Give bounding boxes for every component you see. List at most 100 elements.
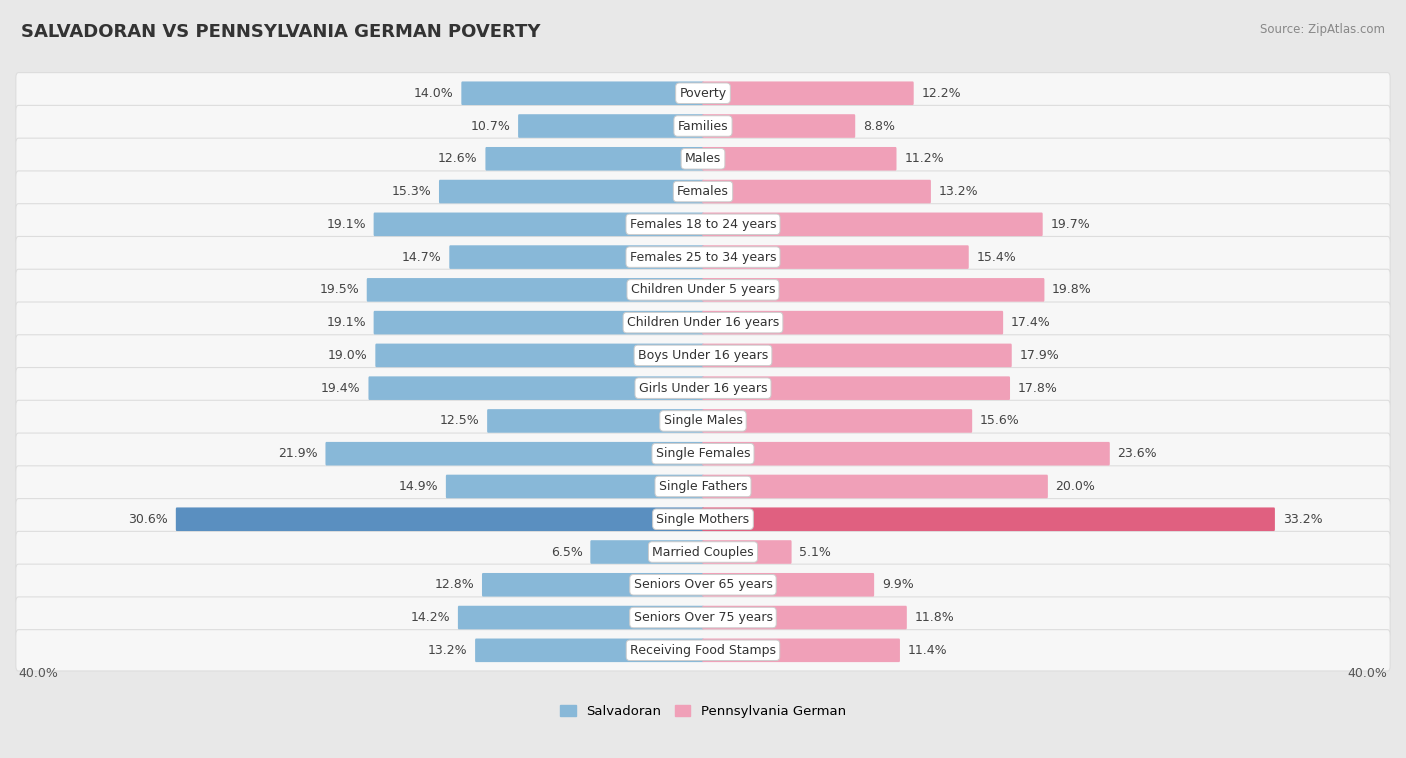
FancyBboxPatch shape xyxy=(15,400,1391,442)
Text: 15.3%: 15.3% xyxy=(391,185,432,198)
Text: Poverty: Poverty xyxy=(679,86,727,100)
Text: 19.1%: 19.1% xyxy=(326,316,366,329)
FancyBboxPatch shape xyxy=(702,377,1010,400)
Text: 19.8%: 19.8% xyxy=(1052,283,1092,296)
FancyBboxPatch shape xyxy=(367,278,704,302)
Text: 17.4%: 17.4% xyxy=(1011,316,1050,329)
Text: 5.1%: 5.1% xyxy=(800,546,831,559)
Text: 14.9%: 14.9% xyxy=(398,480,439,493)
FancyBboxPatch shape xyxy=(702,507,1275,531)
FancyBboxPatch shape xyxy=(368,377,704,400)
FancyBboxPatch shape xyxy=(702,147,897,171)
Text: Families: Families xyxy=(678,120,728,133)
FancyBboxPatch shape xyxy=(517,114,704,138)
FancyBboxPatch shape xyxy=(702,212,1043,236)
FancyBboxPatch shape xyxy=(591,540,704,564)
Text: 12.6%: 12.6% xyxy=(439,152,478,165)
Text: Females: Females xyxy=(678,185,728,198)
Text: 19.4%: 19.4% xyxy=(321,382,361,395)
FancyBboxPatch shape xyxy=(702,409,972,433)
FancyBboxPatch shape xyxy=(15,597,1391,638)
FancyBboxPatch shape xyxy=(702,540,792,564)
Text: 33.2%: 33.2% xyxy=(1282,512,1322,526)
Text: 17.8%: 17.8% xyxy=(1018,382,1057,395)
FancyBboxPatch shape xyxy=(702,638,900,662)
Text: 14.0%: 14.0% xyxy=(413,86,454,100)
Text: Source: ZipAtlas.com: Source: ZipAtlas.com xyxy=(1260,23,1385,36)
Text: Boys Under 16 years: Boys Under 16 years xyxy=(638,349,768,362)
Text: 21.9%: 21.9% xyxy=(278,447,318,460)
Text: Children Under 5 years: Children Under 5 years xyxy=(631,283,775,296)
Text: 12.5%: 12.5% xyxy=(440,415,479,428)
Text: Females 18 to 24 years: Females 18 to 24 years xyxy=(630,218,776,231)
Text: Girls Under 16 years: Girls Under 16 years xyxy=(638,382,768,395)
FancyBboxPatch shape xyxy=(15,269,1391,311)
Text: Single Females: Single Females xyxy=(655,447,751,460)
FancyBboxPatch shape xyxy=(482,573,704,597)
Text: Females 25 to 34 years: Females 25 to 34 years xyxy=(630,251,776,264)
Text: 15.4%: 15.4% xyxy=(977,251,1017,264)
FancyBboxPatch shape xyxy=(446,475,704,498)
Text: 40.0%: 40.0% xyxy=(1348,667,1388,681)
FancyBboxPatch shape xyxy=(450,246,704,269)
FancyBboxPatch shape xyxy=(15,531,1391,572)
FancyBboxPatch shape xyxy=(15,564,1391,606)
Text: Single Males: Single Males xyxy=(664,415,742,428)
FancyBboxPatch shape xyxy=(702,81,914,105)
Text: Males: Males xyxy=(685,152,721,165)
Text: Single Fathers: Single Fathers xyxy=(659,480,747,493)
Legend: Salvadoran, Pennsylvania German: Salvadoran, Pennsylvania German xyxy=(555,700,851,723)
FancyBboxPatch shape xyxy=(15,138,1391,180)
Text: 19.5%: 19.5% xyxy=(319,283,359,296)
Text: 23.6%: 23.6% xyxy=(1118,447,1157,460)
Text: 9.9%: 9.9% xyxy=(882,578,914,591)
FancyBboxPatch shape xyxy=(15,630,1391,671)
Text: 13.2%: 13.2% xyxy=(939,185,979,198)
Text: 11.8%: 11.8% xyxy=(914,611,955,624)
FancyBboxPatch shape xyxy=(702,246,969,269)
Text: 40.0%: 40.0% xyxy=(18,667,58,681)
Text: 20.0%: 20.0% xyxy=(1056,480,1095,493)
FancyBboxPatch shape xyxy=(15,236,1391,277)
Text: 12.8%: 12.8% xyxy=(434,578,474,591)
FancyBboxPatch shape xyxy=(15,499,1391,540)
FancyBboxPatch shape xyxy=(15,171,1391,212)
FancyBboxPatch shape xyxy=(702,573,875,597)
Text: 8.8%: 8.8% xyxy=(863,120,896,133)
FancyBboxPatch shape xyxy=(15,335,1391,376)
FancyBboxPatch shape xyxy=(375,343,704,367)
FancyBboxPatch shape xyxy=(176,507,704,531)
FancyBboxPatch shape xyxy=(486,409,704,433)
Text: Married Couples: Married Couples xyxy=(652,546,754,559)
Text: 19.7%: 19.7% xyxy=(1050,218,1090,231)
FancyBboxPatch shape xyxy=(15,466,1391,507)
Text: Seniors Over 65 years: Seniors Over 65 years xyxy=(634,578,772,591)
FancyBboxPatch shape xyxy=(374,212,704,236)
Text: 12.2%: 12.2% xyxy=(921,86,962,100)
Text: Seniors Over 75 years: Seniors Over 75 years xyxy=(634,611,772,624)
FancyBboxPatch shape xyxy=(15,433,1391,475)
FancyBboxPatch shape xyxy=(702,180,931,203)
FancyBboxPatch shape xyxy=(702,311,1002,334)
FancyBboxPatch shape xyxy=(702,475,1047,498)
FancyBboxPatch shape xyxy=(702,442,1109,465)
FancyBboxPatch shape xyxy=(15,73,1391,114)
Text: 13.2%: 13.2% xyxy=(427,644,467,657)
Text: 19.1%: 19.1% xyxy=(326,218,366,231)
Text: Receiving Food Stamps: Receiving Food Stamps xyxy=(630,644,776,657)
Text: SALVADORAN VS PENNSYLVANIA GERMAN POVERTY: SALVADORAN VS PENNSYLVANIA GERMAN POVERT… xyxy=(21,23,540,41)
FancyBboxPatch shape xyxy=(702,606,907,629)
Text: 6.5%: 6.5% xyxy=(551,546,582,559)
FancyBboxPatch shape xyxy=(374,311,704,334)
Text: 19.0%: 19.0% xyxy=(328,349,367,362)
FancyBboxPatch shape xyxy=(325,442,704,465)
Text: 17.9%: 17.9% xyxy=(1019,349,1059,362)
FancyBboxPatch shape xyxy=(485,147,704,171)
FancyBboxPatch shape xyxy=(458,606,704,629)
FancyBboxPatch shape xyxy=(702,343,1012,367)
FancyBboxPatch shape xyxy=(702,114,855,138)
FancyBboxPatch shape xyxy=(15,204,1391,245)
Text: Children Under 16 years: Children Under 16 years xyxy=(627,316,779,329)
FancyBboxPatch shape xyxy=(15,105,1391,146)
Text: 30.6%: 30.6% xyxy=(128,512,169,526)
